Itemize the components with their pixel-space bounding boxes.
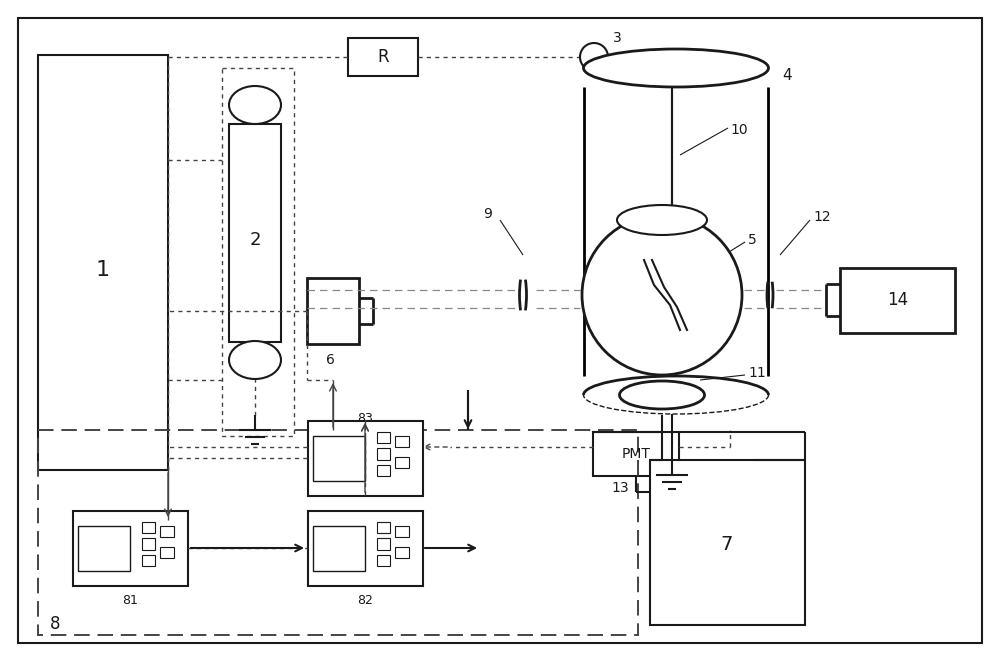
Text: R: R xyxy=(377,48,389,66)
Text: 5: 5 xyxy=(748,233,757,247)
Ellipse shape xyxy=(620,381,704,409)
Bar xyxy=(650,460,805,625)
Bar xyxy=(308,510,422,586)
Bar xyxy=(395,457,409,468)
Bar xyxy=(395,525,409,537)
Text: 2: 2 xyxy=(249,231,261,249)
Bar xyxy=(38,430,638,635)
Bar xyxy=(376,522,390,533)
Text: 1: 1 xyxy=(96,260,110,280)
Text: 6: 6 xyxy=(326,353,334,367)
Ellipse shape xyxy=(580,43,608,71)
Bar xyxy=(38,55,168,470)
Ellipse shape xyxy=(229,341,281,379)
Text: PMT: PMT xyxy=(622,447,650,461)
Bar xyxy=(840,268,955,333)
Bar xyxy=(78,525,130,570)
Bar xyxy=(376,555,390,566)
Bar xyxy=(142,522,155,533)
Bar xyxy=(395,547,409,558)
Bar xyxy=(313,436,365,481)
Ellipse shape xyxy=(229,86,281,124)
Text: 9: 9 xyxy=(483,207,492,221)
Text: 83: 83 xyxy=(357,412,373,424)
Bar xyxy=(348,38,418,76)
Ellipse shape xyxy=(582,215,742,375)
Text: 8: 8 xyxy=(50,615,60,633)
Bar xyxy=(222,68,294,436)
Bar xyxy=(229,124,281,342)
Bar xyxy=(307,278,359,344)
Text: 13: 13 xyxy=(611,481,629,495)
Bar xyxy=(72,510,188,586)
Text: 12: 12 xyxy=(813,210,831,224)
Bar xyxy=(395,436,409,447)
Bar xyxy=(376,465,390,476)
Text: 82: 82 xyxy=(357,594,373,607)
Bar xyxy=(160,547,174,558)
Bar xyxy=(308,420,422,496)
Bar xyxy=(376,538,390,549)
Bar xyxy=(142,555,155,566)
Text: 10: 10 xyxy=(730,123,748,137)
Text: 7: 7 xyxy=(721,535,733,555)
Text: 11: 11 xyxy=(748,366,766,380)
Bar xyxy=(160,525,174,537)
Text: 14: 14 xyxy=(887,291,909,309)
Ellipse shape xyxy=(617,205,707,235)
Text: 3: 3 xyxy=(613,31,622,45)
Bar xyxy=(142,538,155,549)
Text: 81: 81 xyxy=(122,594,138,607)
Bar xyxy=(313,525,365,570)
Bar xyxy=(376,432,390,443)
Bar xyxy=(376,448,390,459)
Bar xyxy=(593,432,679,476)
Text: 4: 4 xyxy=(782,67,792,83)
Ellipse shape xyxy=(584,49,768,87)
